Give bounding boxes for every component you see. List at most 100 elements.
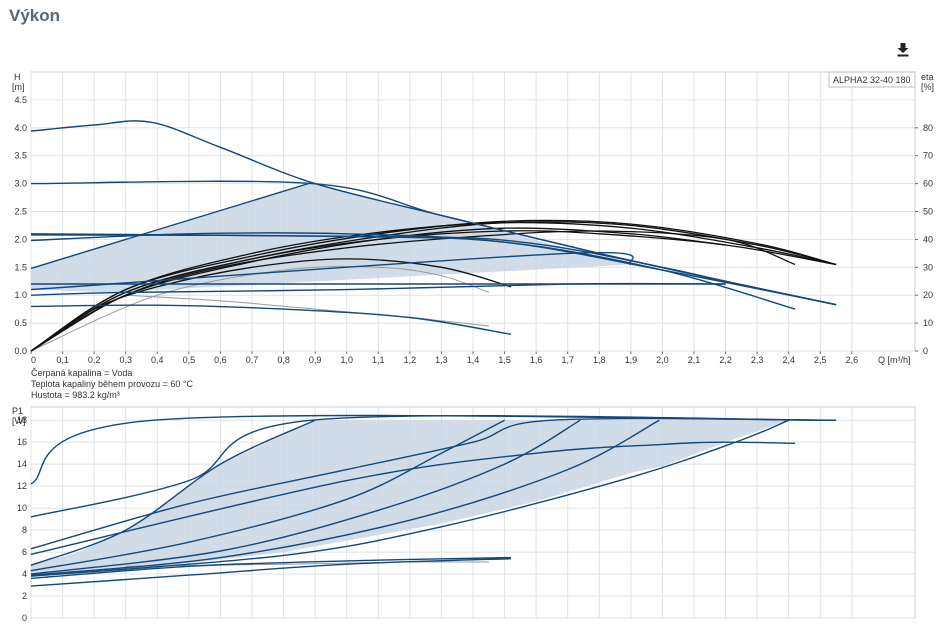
eta-tick-label: 50 bbox=[923, 207, 933, 217]
head-x-tick-label: 2,2 bbox=[719, 355, 732, 365]
head-x-tick-label: 0,4 bbox=[151, 355, 164, 365]
power-y-tick-label: 10 bbox=[17, 503, 27, 513]
power-curve bbox=[30, 558, 511, 587]
head-chart: 0 0,1 0,2 0,3 0,4 0,5 0,6 0,7 0,8 0,9 1,0 1,1 1,2 1,3… bbox=[12, 71, 934, 365]
power-y-tick-label: 0 bbox=[22, 613, 27, 623]
head-x-tick-label: 2,6 bbox=[846, 355, 859, 365]
power-curve bbox=[30, 417, 837, 550]
eta-tick-label: 10 bbox=[923, 318, 933, 328]
fluid-info-line: Hustota = 983.2 kg/m³ bbox=[31, 390, 120, 400]
head-y-tick-label: 4.0 bbox=[14, 123, 27, 133]
power-y-label-unit: [W] bbox=[12, 416, 26, 426]
head-curve bbox=[30, 181, 313, 270]
power-curve bbox=[30, 419, 581, 575]
head-curve bbox=[30, 282, 726, 296]
head-x-tick-label: 1,1 bbox=[372, 355, 385, 365]
power-y-tick-label: 18 bbox=[17, 415, 27, 425]
eta-tick-label: 70 bbox=[923, 151, 933, 161]
power-faint-curves bbox=[125, 561, 489, 567]
power-curve bbox=[30, 419, 505, 572]
head-x-tick-label: 1,2 bbox=[404, 355, 417, 365]
head-y-tick-label: 3.0 bbox=[14, 179, 27, 189]
power-y-label-symbol: P1 bbox=[12, 406, 23, 416]
head-y-label-unit: [m] bbox=[12, 82, 25, 92]
head-curve bbox=[30, 232, 837, 306]
legend-label: ALPHA2 32-40 180 bbox=[833, 75, 911, 85]
power-chart: 0 2 4 6 8 10 12 14 16 18 P1 [W] bbox=[12, 406, 916, 623]
power-y-tick-label: 2 bbox=[22, 591, 27, 601]
head-y-tick-label: 3.5 bbox=[14, 151, 27, 161]
head-curve bbox=[30, 304, 512, 335]
head-x-tick-label: 1,0 bbox=[340, 355, 353, 365]
head-x-tick-label: 0,5 bbox=[183, 355, 196, 365]
head-y-tick-label: 0.0 bbox=[14, 346, 27, 356]
head-x-tick-label: 0,7 bbox=[246, 355, 259, 365]
power-y-tick-label: 8 bbox=[22, 525, 27, 535]
power-curve bbox=[30, 419, 789, 577]
power-curve bbox=[30, 556, 511, 580]
eta-tick-labels: 0 10 20 30 40 50 60 70 80 bbox=[923, 123, 933, 356]
eta-tick-label: 40 bbox=[923, 234, 933, 244]
head-y-tick-label: 2.5 bbox=[14, 207, 27, 217]
efficiency-curves bbox=[30, 219, 837, 352]
eta-tick-label: 30 bbox=[923, 262, 933, 272]
power-faint-curve bbox=[125, 561, 489, 567]
power-y-tick-label: 4 bbox=[22, 569, 27, 579]
head-curves bbox=[30, 120, 837, 335]
efficiency-faint-curve bbox=[30, 266, 489, 352]
eta-label-symbol: eta bbox=[921, 72, 934, 82]
head-x-tick-label: 1,9 bbox=[625, 355, 638, 365]
power-curve bbox=[30, 419, 660, 576]
head-x-tick-label: 0,8 bbox=[277, 355, 290, 365]
head-x-tick-label: 2,0 bbox=[656, 355, 669, 365]
head-x-tick-label: 2,4 bbox=[782, 355, 795, 365]
fluid-info-line: Teplota kapaliny během provozu = 60 °C bbox=[31, 379, 193, 389]
head-x-tick-label: 2,1 bbox=[688, 355, 701, 365]
power-curve bbox=[30, 415, 837, 518]
head-y-tick-label: 2.0 bbox=[14, 234, 27, 244]
download-icon bbox=[897, 43, 909, 57]
head-y-tick-label: 4.5 bbox=[14, 95, 27, 105]
head-x-tick-label: 1,6 bbox=[530, 355, 543, 365]
power-y-tick-labels: 0 2 4 6 8 10 12 14 16 18 bbox=[17, 415, 27, 623]
head-x-tick-label: 0,9 bbox=[309, 355, 322, 365]
head-curve bbox=[30, 234, 837, 306]
eta-tick-label: 60 bbox=[923, 179, 933, 189]
head-x-tick-labels: 0 0,1 0,2 0,3 0,4 0,5 0,6 0,7 0,8 0,9 1,0 1,1 1,2 1,3… bbox=[31, 355, 858, 365]
head-y-label-symbol: H bbox=[14, 72, 21, 82]
power-y-tick-label: 6 bbox=[22, 547, 27, 557]
eta-label-unit: [%] bbox=[921, 82, 934, 92]
power-curve bbox=[30, 419, 316, 566]
power-curves bbox=[30, 414, 837, 587]
efficiency-curve bbox=[30, 227, 726, 352]
head-x-tick-label: 0,2 bbox=[88, 355, 101, 365]
head-x-tick-label: 1,8 bbox=[593, 355, 606, 365]
head-y-tick-label: 0.5 bbox=[14, 318, 27, 328]
head-y-tick-label: 1.0 bbox=[14, 290, 27, 300]
power-y-tick-label: 16 bbox=[17, 437, 27, 447]
head-x-tick-label: 1,7 bbox=[561, 355, 574, 365]
head-x-tick-label: 2,3 bbox=[751, 355, 764, 365]
efficiency-curve bbox=[30, 221, 837, 352]
head-x-tick-label: 1,3 bbox=[435, 355, 448, 365]
head-shaded-area bbox=[31, 182, 631, 293]
head-x-tick-label: 0,6 bbox=[214, 355, 227, 365]
head-curve bbox=[30, 251, 634, 291]
download-button[interactable] bbox=[893, 40, 913, 60]
power-y-tick-label: 12 bbox=[17, 481, 27, 491]
head-x-tick-label: 1,5 bbox=[498, 355, 511, 365]
head-x-tick-label: 0 bbox=[31, 355, 36, 365]
power-curve bbox=[30, 441, 796, 555]
page-title: Výkon bbox=[9, 6, 61, 25]
fluid-info-line: Čerpaná kapalina = Voda bbox=[31, 368, 132, 378]
head-operating-range bbox=[31, 182, 631, 293]
eta-tick-label: 0 bbox=[923, 346, 928, 356]
power-y-tick-label: 14 bbox=[17, 459, 27, 469]
head-x-tick-label: 0,3 bbox=[119, 355, 132, 365]
eta-tick-label: 20 bbox=[923, 290, 933, 300]
head-x-label: Q [m³/h] bbox=[878, 355, 911, 365]
head-y-tick-label: 1.5 bbox=[14, 262, 27, 272]
head-x-tick-label: 0,1 bbox=[56, 355, 69, 365]
legend-box bbox=[828, 71, 916, 88]
